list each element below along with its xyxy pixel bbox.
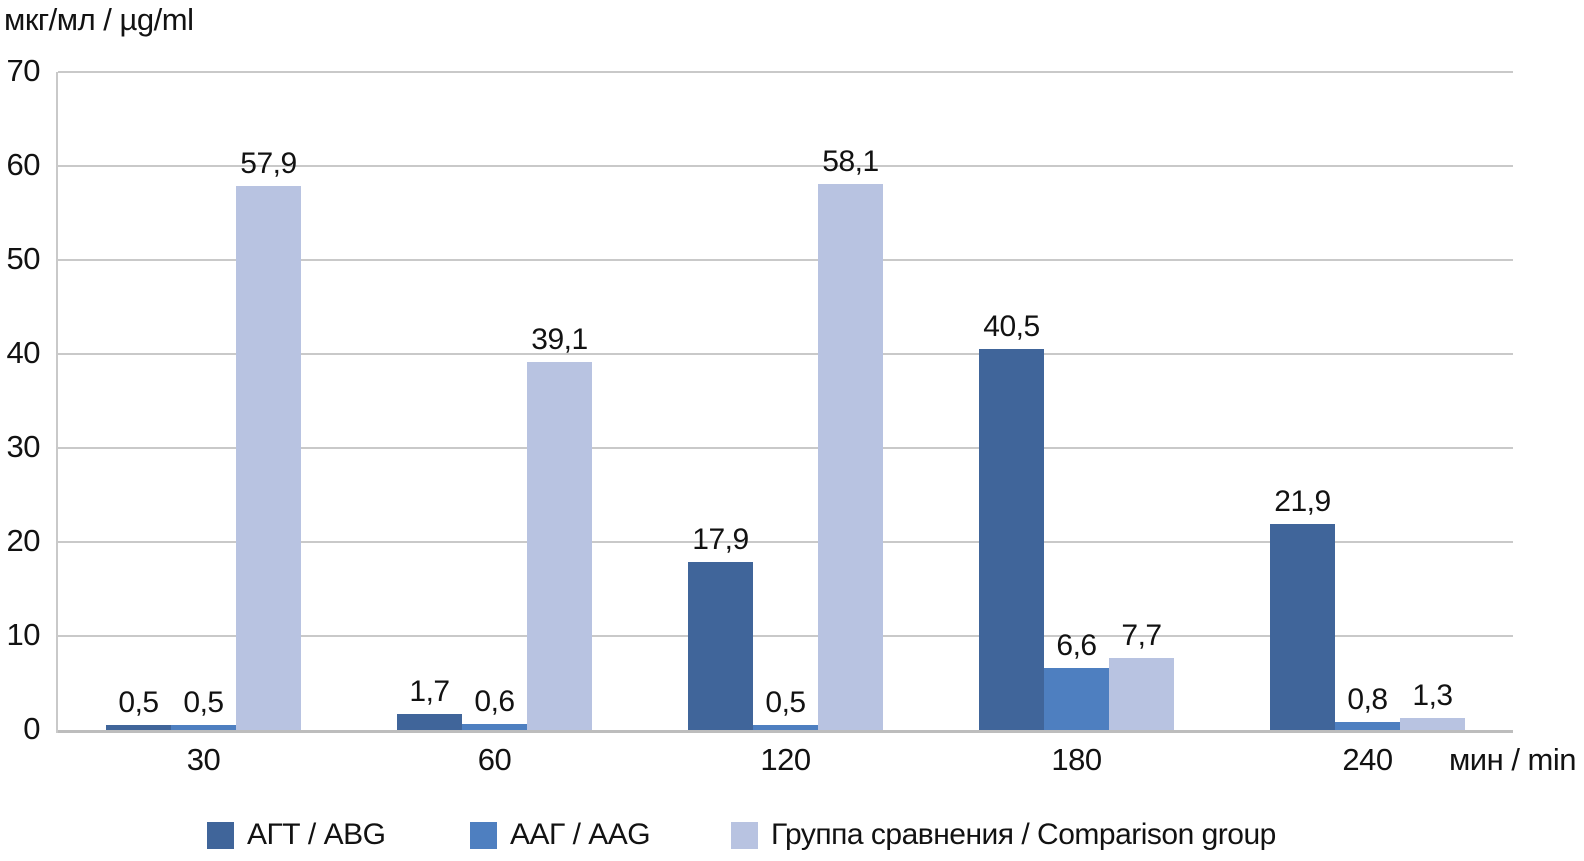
- data-label: 1,7: [409, 675, 450, 709]
- x-category-label: 240: [1342, 742, 1393, 777]
- bar-series3-cat30: [236, 185, 301, 730]
- x-category-label: 60: [477, 742, 512, 777]
- bar-series1-cat240: [1270, 524, 1335, 730]
- bar-series2-cat180: [1044, 667, 1109, 730]
- data-label: 40,5: [983, 310, 1040, 344]
- x-axis-line: [58, 730, 1513, 733]
- y-tick-label: 40: [6, 335, 41, 370]
- y-tick-label: 10: [6, 617, 41, 652]
- data-label: 21,9: [1274, 485, 1331, 519]
- y-tick-label: 20: [6, 523, 41, 558]
- data-label: 0,5: [183, 686, 224, 720]
- bar-series1-cat30: [106, 725, 171, 730]
- bar-series2-cat240: [1335, 722, 1400, 730]
- x-category-label: 120: [760, 742, 811, 777]
- gridline-50: [58, 259, 1513, 261]
- data-label: 6,6: [1056, 628, 1097, 662]
- x-axis-title: мин / min: [1448, 742, 1577, 777]
- data-label: 17,9: [692, 522, 749, 556]
- x-category-label: 30: [186, 742, 221, 777]
- data-label: 39,1: [531, 323, 588, 357]
- legend-swatch: [207, 821, 234, 849]
- data-label: 7,7: [1121, 618, 1162, 652]
- gridline-20: [58, 541, 1513, 543]
- gridline-30: [58, 447, 1513, 449]
- plot-left-border: [56, 72, 58, 733]
- y-tick-label: 60: [6, 147, 41, 182]
- legend-item-2: ААГ / AAG: [470, 818, 651, 852]
- legend-swatch: [470, 821, 497, 849]
- bar-series1-cat60: [397, 714, 462, 730]
- legend-swatch: [731, 821, 758, 849]
- data-label: 1,3: [1412, 678, 1453, 712]
- bar-series3-cat120: [818, 183, 883, 730]
- data-label: 0,8: [1347, 683, 1388, 717]
- bar-series2-cat30: [171, 725, 236, 730]
- bar-series3-cat180: [1109, 657, 1174, 730]
- legend-label: Группа сравнения / Comparison group: [771, 818, 1276, 851]
- legend: АГТ / ABG ААГ / AAG Группа сравнения / Com…: [0, 818, 1584, 858]
- bar-series3-cat240: [1400, 717, 1465, 730]
- y-axis-title: мкг/мл / µg/ml: [4, 2, 194, 37]
- gridline-70: [58, 71, 1513, 73]
- y-tick-label: 0: [23, 711, 40, 746]
- legend-label: АГТ / ABG: [247, 818, 386, 851]
- gridline-10: [58, 635, 1513, 637]
- x-category-label: 180: [1051, 742, 1102, 777]
- y-tick-label: 70: [6, 53, 41, 88]
- legend-label: ААГ / AAG: [510, 818, 651, 851]
- legend-item-3: Группа сравнения / Comparison group: [731, 818, 1276, 852]
- bar-series1-cat180: [979, 349, 1044, 730]
- y-tick-label: 50: [6, 241, 41, 276]
- plot-area: 0,5 0,5 57,9 1,7 0,6 39,1 17,9 0,5 58,1 40,5 6,6 7,…: [56, 71, 1513, 733]
- legend-item-1: АГТ / ABG: [207, 818, 386, 852]
- data-label: 57,9: [240, 146, 297, 180]
- bar-series2-cat60: [462, 724, 527, 730]
- gridline-60: [58, 165, 1513, 167]
- bar-series1-cat120: [688, 561, 753, 730]
- bar-series2-cat120: [753, 725, 818, 730]
- data-label: 58,1: [822, 144, 879, 178]
- data-label: 0,5: [118, 686, 159, 720]
- bar-series3-cat60: [527, 362, 592, 730]
- data-label: 0,6: [474, 685, 515, 719]
- gridline-40: [58, 353, 1513, 355]
- data-label: 0,5: [765, 686, 806, 720]
- y-tick-label: 30: [6, 429, 41, 464]
